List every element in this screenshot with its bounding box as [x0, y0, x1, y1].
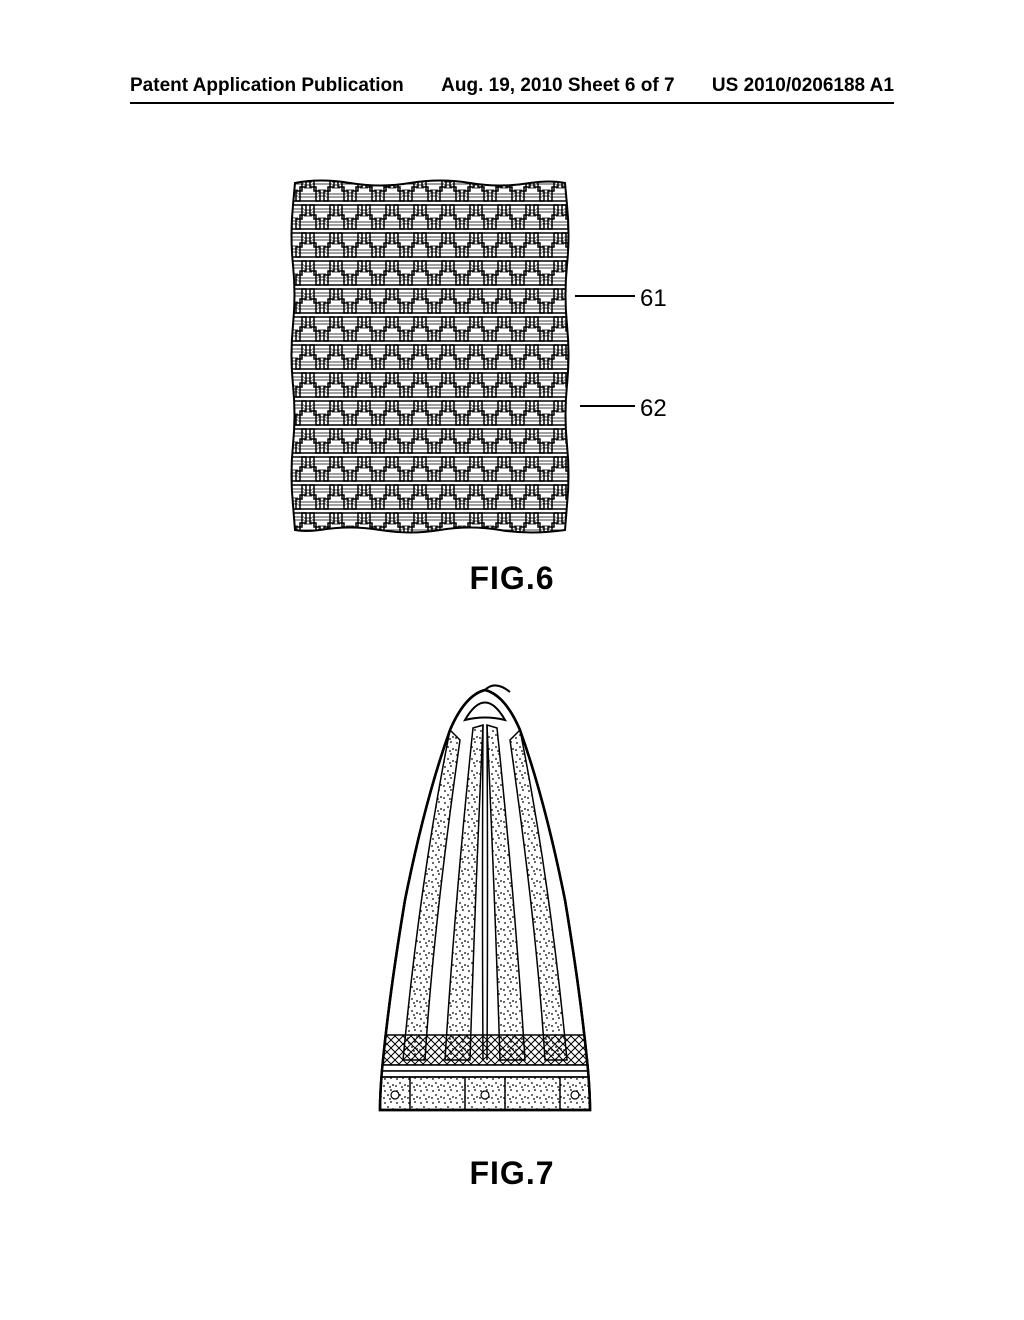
header-rule	[130, 102, 894, 104]
leader-line-62	[580, 405, 635, 407]
header-left: Patent Application Publication	[130, 75, 404, 97]
header-right: US 2010/0206188 A1	[712, 75, 894, 97]
fig6-pattern-diagram	[280, 175, 610, 545]
header-center: Aug. 19, 2010 Sheet 6 of 7	[441, 75, 674, 97]
fig7-bullet-diagram	[335, 680, 635, 1130]
leader-line-61	[575, 295, 635, 297]
ref-label-61: 61	[640, 285, 667, 313]
fig6-label: FIG.6	[469, 560, 554, 597]
fig7-label: FIG.7	[469, 1155, 554, 1192]
ref-label-62: 62	[640, 395, 667, 423]
